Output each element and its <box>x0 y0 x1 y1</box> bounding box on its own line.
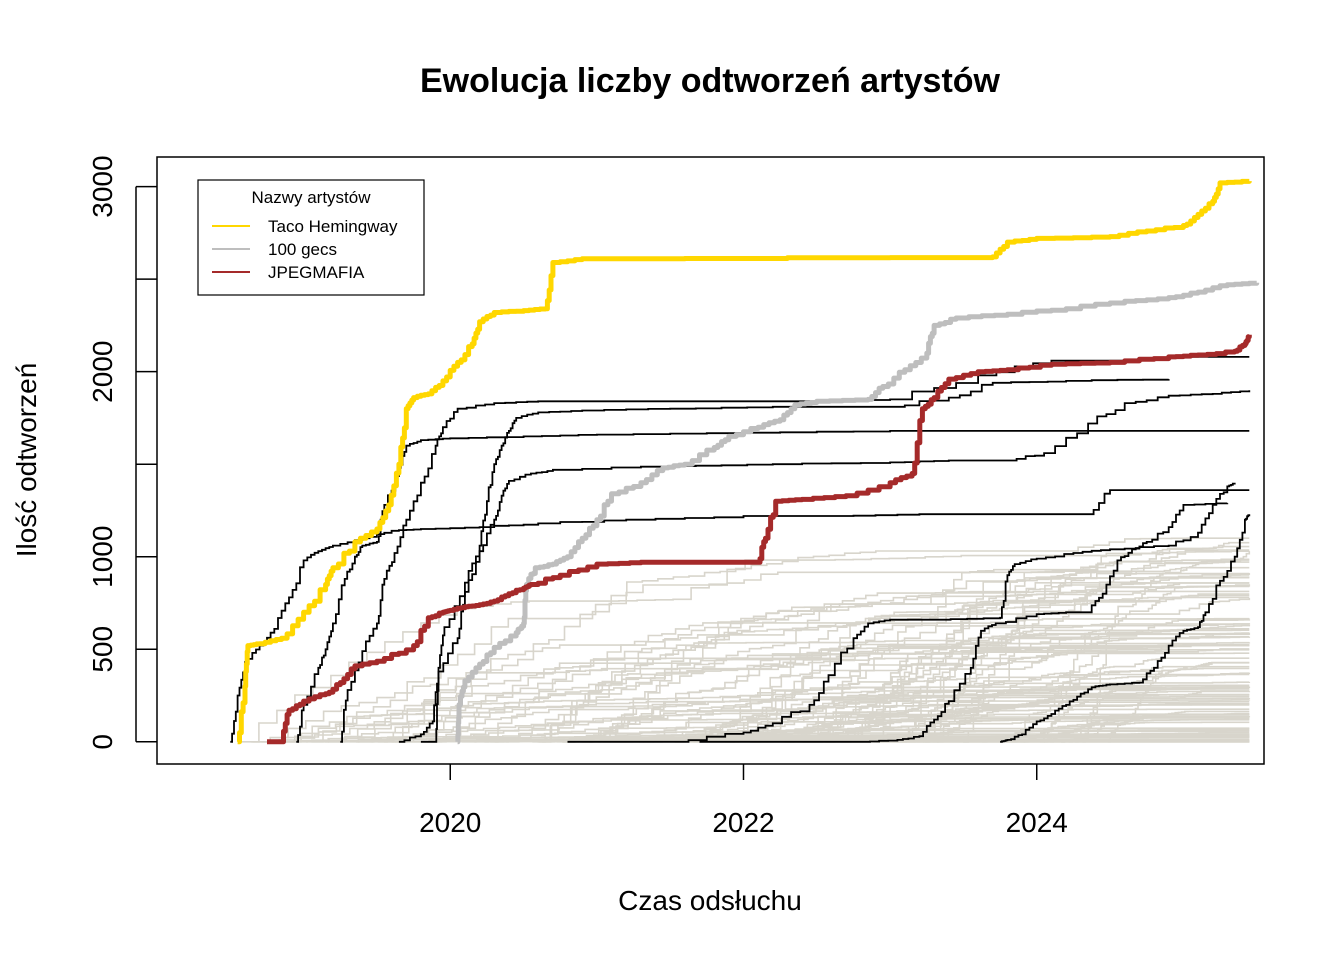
y-tick-label: 2000 <box>87 341 118 403</box>
background-series-line <box>598 582 1250 743</box>
x-axis-label: Czas odsłuchu <box>618 885 802 916</box>
background-series-line <box>687 700 1250 743</box>
y-tick-label: 3000 <box>87 155 118 217</box>
background-series-line <box>356 713 1250 743</box>
background-series-line <box>240 550 1251 743</box>
background-series-line <box>923 582 1250 743</box>
highlighted-series-group <box>237 178 1260 745</box>
background-series-line <box>589 574 1250 743</box>
top-artist-series-line <box>296 430 1250 743</box>
background-series-line <box>1040 585 1251 743</box>
background-series-line <box>426 708 1250 743</box>
background-series-line <box>1068 710 1250 743</box>
top-artist-series-line <box>230 489 1250 743</box>
y-tick-label: 0 <box>87 734 118 750</box>
series-line-jpegmafia <box>267 334 1252 745</box>
chart-title: Ewolucja liczby odtworzeń artystów <box>420 62 1001 100</box>
background-series-line <box>785 703 1250 743</box>
background-series-line <box>1012 657 1250 743</box>
x-axis: 2020 2022 2024 <box>419 764 1068 838</box>
top-artist-series-group <box>230 356 1251 743</box>
background-series-line <box>474 736 1250 743</box>
background-series-line <box>840 648 1250 743</box>
legend-title: Nazwy artystów <box>251 188 371 207</box>
top-artist-series-line <box>699 502 1229 743</box>
background-series-group <box>240 537 1251 743</box>
y-axis-label: Ilość odtworzeń <box>11 363 42 558</box>
background-series-line <box>342 641 1251 743</box>
top-artist-series-line <box>340 356 1250 743</box>
series-line-taco-hemingway <box>237 178 1252 745</box>
background-series-line <box>690 598 1251 743</box>
series-line-100-gecs <box>455 280 1260 745</box>
legend: Nazwy artystów Taco Hemingway 100 gecs J… <box>197 179 425 296</box>
y-axis: 0 500 1000 2000 3000 <box>87 155 157 750</box>
x-tick-label: 2024 <box>1006 807 1068 838</box>
legend-entry-taco: Taco Hemingway <box>268 217 398 236</box>
background-series-line <box>371 623 1251 743</box>
top-artist-series-line <box>1000 514 1251 743</box>
y-tick-label: 500 <box>87 626 118 673</box>
background-series-line <box>1082 552 1251 743</box>
background-series-line <box>718 672 1251 743</box>
background-series-line <box>328 733 1250 743</box>
legend-entry-100gecs: 100 gecs <box>268 240 337 259</box>
background-series-line <box>981 721 1250 743</box>
background-series-line <box>580 686 1251 743</box>
legend-entry-jpegmafia: JPEGMAFIA <box>268 263 365 282</box>
background-series-line <box>377 537 1250 743</box>
background-series-line <box>490 717 1250 743</box>
background-series-line <box>311 693 1250 743</box>
y-tick-label: 1000 <box>87 526 118 588</box>
x-tick-label: 2022 <box>712 807 774 838</box>
background-series-line <box>306 559 1250 743</box>
top-artist-series-line <box>567 482 1236 743</box>
background-series-line <box>843 632 1251 743</box>
plot-frame <box>156 156 1265 765</box>
background-series-line <box>283 617 1251 743</box>
background-series-line <box>266 684 1250 743</box>
x-tick-label: 2020 <box>419 807 481 838</box>
background-series-line <box>932 566 1250 743</box>
legend-box <box>197 179 425 296</box>
background-series-line <box>802 549 1250 743</box>
background-series-line <box>876 545 1250 743</box>
